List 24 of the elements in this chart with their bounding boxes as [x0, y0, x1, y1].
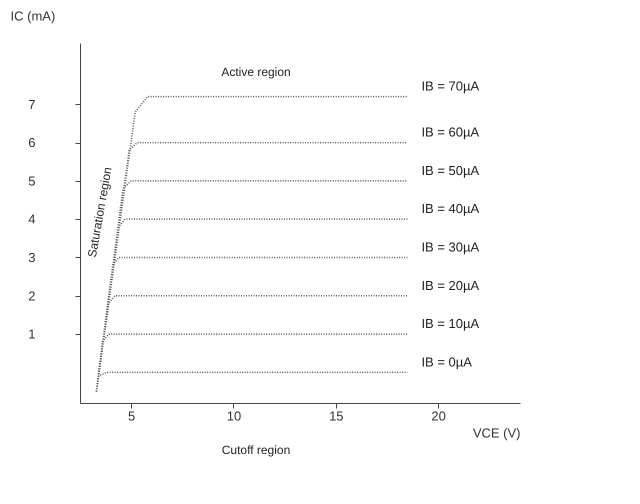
y-tick-label: 2 [28, 288, 36, 304]
series-label: IB = 40µA [421, 201, 480, 216]
x-tick-label: 5 [128, 408, 136, 424]
y-tick-label: 4 [28, 212, 36, 227]
x-tick-label: 15 [329, 408, 344, 424]
text: Cutoff region [222, 442, 290, 457]
y-tick-label: 1 [28, 326, 36, 342]
y-tick-label: 3 [28, 250, 36, 265]
y-tick-label: 6 [28, 135, 36, 150]
series-label: IB = 10µA [421, 316, 480, 332]
x-tick-label: 10 [226, 408, 242, 424]
series-label: IB = 60µA [421, 124, 480, 140]
x-axis-title: VCE (V) [472, 426, 520, 440]
series-label: IB = 0µA [421, 354, 472, 370]
annotation: Active region [221, 64, 291, 79]
y-tick-label: 7 [28, 96, 36, 112]
series-label: IB = 70µA [421, 78, 480, 94]
y-axis-title: IC (mA) [10, 8, 56, 24]
series-label: IB = 30µA [421, 239, 480, 254]
series-label: IB = 50µA [421, 162, 480, 178]
y-tick-label: 5 [28, 173, 36, 188]
x-tick-label: 20 [431, 408, 446, 424]
annotation: Saturation region [84, 166, 115, 258]
series-label: IB = 20µA [421, 278, 480, 293]
